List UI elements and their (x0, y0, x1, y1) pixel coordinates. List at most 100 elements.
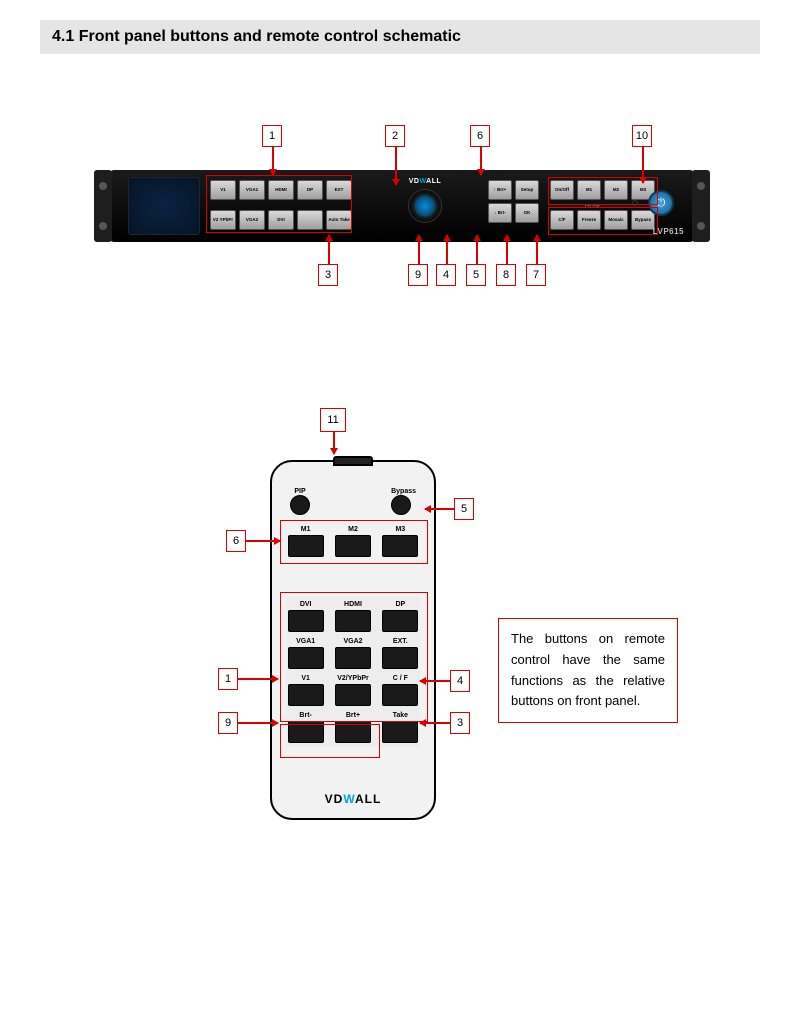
btn-v1[interactable]: V1 (210, 180, 236, 200)
remote-take-label: Take (382, 712, 418, 719)
front-panel: V1 VGA1 HDMI DP EXT V2 YPbPr VGA2 DVI Au… (110, 170, 694, 250)
btn-brt-up[interactable]: ↑ Brt+ (488, 180, 512, 200)
callout-1: 1 (262, 125, 282, 147)
remote-dp-label: DP (382, 601, 418, 608)
callout-8: 8 (496, 264, 516, 286)
btn-ok[interactable]: OK (515, 203, 539, 223)
remote-vga1-label: VGA1 (288, 638, 324, 645)
remote-m1-label: M1 (288, 526, 324, 533)
note-box: The buttons on remote control have the s… (498, 618, 678, 723)
remote-dvi-button[interactable] (288, 610, 324, 632)
remote-brtminus-button[interactable] (288, 721, 324, 743)
callout-5: 5 (466, 264, 486, 286)
center-knob-area: VDWALL (370, 176, 480, 236)
remote-m2-button[interactable] (335, 535, 371, 557)
btn-blank[interactable] (297, 210, 323, 230)
callout-5-arrow (476, 235, 478, 264)
remote-pip-label: PIP (290, 488, 310, 495)
remote-vga2-button[interactable] (335, 647, 371, 669)
remote-dp-button[interactable] (382, 610, 418, 632)
remote-vga1-button[interactable] (288, 647, 324, 669)
btn-dp[interactable]: DP (297, 180, 323, 200)
btn-m1[interactable]: M1 (577, 180, 601, 200)
callout-7: 7 (526, 264, 546, 286)
btn-bypass[interactable]: Bypass (631, 210, 655, 230)
callout-4-arrow (446, 235, 448, 264)
power-button[interactable]: ⏻ (648, 190, 674, 216)
btn-setup[interactable]: Setup (515, 180, 539, 200)
remote-cf-button[interactable] (382, 684, 418, 706)
input-buttons-row2: V2 YPbPr VGA2 DVI Auto Take (210, 210, 352, 230)
callout-r9-arrow (238, 722, 278, 724)
callout-6-arrow (480, 147, 482, 175)
rack-ear-right (692, 170, 710, 242)
pp-pbp-label: PP/ PBP (585, 203, 601, 208)
model-label: LVP615 (653, 227, 684, 236)
callout-r1-arrow (238, 678, 278, 680)
remote-control: PIP Bypass M1 M2 M3 DVI HDMI DP VGA1 VGA… (270, 460, 436, 820)
callout-6: 6 (470, 125, 490, 147)
input-buttons-row1: V1 VGA1 HDMI DP EXT (210, 180, 352, 200)
callout-r5-arrow (425, 508, 454, 510)
remote-v1-label: V1 (288, 675, 324, 682)
callout-r9: 9 (218, 712, 238, 734)
btn-hdmi[interactable]: HDMI (268, 180, 294, 200)
remote-pip-button[interactable] (290, 495, 310, 515)
callout-7-arrow (536, 235, 538, 264)
remote-ext-label: EXT. (382, 638, 418, 645)
btn-ext[interactable]: EXT (326, 180, 352, 200)
remote-m2-label: M2 (335, 526, 371, 533)
remote-bypass-label: Bypass (391, 488, 416, 495)
remote-main-grid: DVI HDMI DP VGA1 VGA2 EXT. V1 V2/YPbPr C… (286, 597, 420, 747)
remote-m3-button[interactable] (382, 535, 418, 557)
remote-m1-button[interactable] (288, 535, 324, 557)
callout-r6-arrow (246, 540, 280, 542)
btn-mosaic[interactable]: Mosaic (604, 210, 628, 230)
remote-brand: VDWALL (272, 792, 434, 806)
rack-ear-left (94, 170, 112, 242)
ir-sensor (632, 200, 638, 206)
callout-r3: 3 (450, 712, 470, 734)
callout-r11: 11 (320, 408, 346, 432)
callout-4: 4 (436, 264, 456, 286)
btn-vga2[interactable]: VGA2 (239, 210, 265, 230)
callout-10-arrow (642, 147, 644, 183)
remote-hdmi-label: HDMI (335, 601, 371, 608)
remote-vga2-label: VGA2 (335, 638, 371, 645)
remote-brtplus-label: Brt+ (335, 712, 371, 719)
remote-ir-window (333, 456, 373, 466)
btn-freeze[interactable]: Freeze (577, 210, 601, 230)
btn-m2[interactable]: M2 (604, 180, 628, 200)
callout-2-arrow (395, 147, 397, 185)
remote-v2-button[interactable] (335, 684, 371, 706)
btn-dvi[interactable]: DVI (268, 210, 294, 230)
rotary-knob[interactable] (408, 189, 442, 223)
remote-v1-button[interactable] (288, 684, 324, 706)
callout-r5: 5 (454, 498, 474, 520)
mid-button-group: ↑ Brt+ Setup ↓ Brt- OK (488, 180, 539, 223)
btn-vga1[interactable]: VGA1 (239, 180, 265, 200)
remote-brtminus-label: Brt- (288, 712, 324, 719)
callout-3: 3 (318, 264, 338, 286)
btn-v2[interactable]: V2 YPbPr (210, 210, 236, 230)
btn-auto-take[interactable]: Auto Take (326, 210, 352, 230)
remote-take-button[interactable] (382, 721, 418, 743)
panel-brand: VDWALL (370, 178, 480, 185)
remote-m3-label: M3 (382, 526, 418, 533)
callout-2: 2 (385, 125, 405, 147)
btn-cf[interactable]: C/F (550, 210, 574, 230)
remote-cf-label: C / F (382, 675, 418, 682)
callout-r4: 4 (450, 670, 470, 692)
btn-brt-down[interactable]: ↓ Brt- (488, 203, 512, 223)
callout-3-arrow (328, 235, 330, 264)
btn-onoff[interactable]: On/Off (550, 180, 574, 200)
callout-r1: 1 (218, 668, 238, 690)
remote-brtplus-button[interactable] (335, 721, 371, 743)
callout-10: 10 (632, 125, 652, 147)
remote-hdmi-button[interactable] (335, 610, 371, 632)
remote-bypass-button[interactable] (391, 495, 411, 515)
callout-8-arrow (506, 235, 508, 264)
remote-dvi-label: DVI (288, 601, 324, 608)
remote-v2-label: V2/YPbPr (335, 675, 371, 682)
remote-ext-button[interactable] (382, 647, 418, 669)
